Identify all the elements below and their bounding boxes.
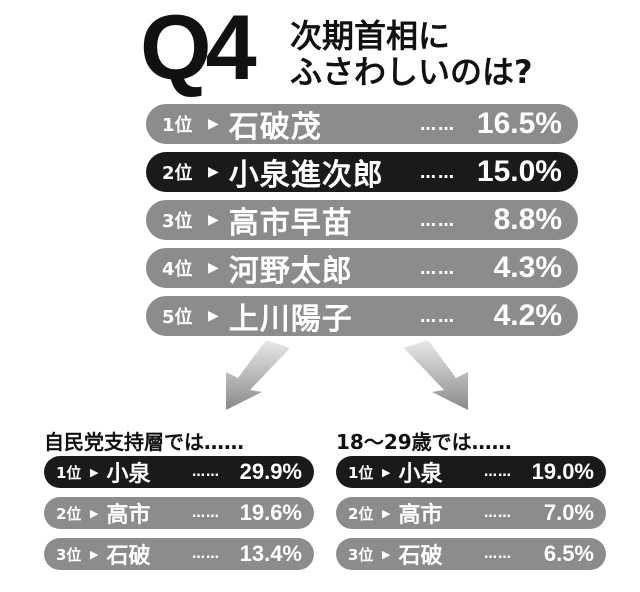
- leader-dots: ……: [484, 505, 512, 521]
- ldp-supporters-panel: 自民党支持層では…… 1位 ▶ 小泉 …… 29.9% 2位 ▶ 高市 …… 1…: [44, 428, 314, 579]
- percentage-value: 8.8%: [493, 203, 562, 236]
- percentage-value: 13.4%: [239, 541, 302, 566]
- ranking-row: 3位 ▶ 石破 …… 6.5%: [336, 538, 606, 570]
- rank-label: 4位: [162, 259, 193, 280]
- leader-dots: ……: [192, 464, 220, 480]
- candidate-name: 高市: [106, 503, 151, 528]
- ranking-row: 4位 ▶ 河野太郎 …… 4.3%: [146, 248, 578, 288]
- ranking-row: 5位 ▶ 上川陽子 …… 4.2%: [146, 296, 578, 336]
- candidate-name: 石破: [106, 544, 151, 569]
- percentage-value: 4.2%: [493, 299, 562, 332]
- play-arrow-icon: ▶: [208, 308, 219, 324]
- leader-dots: ……: [484, 546, 512, 562]
- leader-dots: ……: [192, 546, 220, 562]
- candidate-name: 小泉: [398, 462, 443, 487]
- ranking-row-highlight: 2位 ▶ 小泉進次郎 …… 15.0%: [146, 152, 578, 192]
- percentage-value: 4.3%: [493, 251, 562, 284]
- ranking-row: 2位 ▶ 高市 …… 7.0%: [336, 497, 606, 529]
- rank-label: 3位: [162, 211, 193, 232]
- arrow-down-left-icon: [226, 340, 290, 410]
- ranking-row: 2位 ▶ 高市 …… 19.6%: [44, 497, 314, 529]
- play-arrow-icon: ▶: [382, 547, 391, 561]
- percentage-value: 19.0%: [531, 459, 594, 484]
- play-arrow-icon: ▶: [90, 547, 99, 561]
- ranking-row: 3位 ▶ 高市早苗 …… 8.8%: [146, 200, 578, 240]
- play-arrow-icon: ▶: [90, 506, 99, 520]
- ranking-row-highlight: 1位 ▶ 小泉 …… 19.0%: [336, 456, 606, 488]
- age-18-29-title: 18〜29歳では……: [336, 430, 512, 454]
- candidate-name: 高市早苗: [228, 206, 353, 240]
- header: Q4 次期首相に ふさわしいのは?: [140, 2, 580, 96]
- percentage-value: 7.0%: [543, 500, 594, 525]
- overall-ranking: 1位 ▶ 石破茂 …… 16.5% 2位 ▶ 小泉進次郎 …… 15.0% 3位…: [146, 104, 578, 344]
- play-arrow-icon: ▶: [90, 465, 99, 479]
- percentage-value: 6.5%: [543, 541, 594, 566]
- play-arrow-icon: ▶: [208, 116, 219, 132]
- candidate-name: 石破: [398, 544, 443, 569]
- candidate-name: 河野太郎: [228, 254, 353, 288]
- rank-label: 2位: [56, 504, 82, 523]
- question-title: 次期首相に ふさわしいのは?: [290, 18, 533, 90]
- rank-label: 3位: [348, 545, 374, 564]
- play-arrow-icon: ▶: [382, 465, 391, 479]
- leader-dots: ……: [420, 210, 456, 230]
- play-arrow-icon: ▶: [208, 164, 219, 180]
- rank-label: 2位: [348, 504, 374, 523]
- leader-dots: ……: [192, 505, 220, 521]
- rank-label: 1位: [348, 463, 374, 482]
- question-line-2: ふさわしいのは?: [290, 53, 533, 91]
- percentage-value: 29.9%: [239, 459, 302, 484]
- ranking-row-highlight: 1位 ▶ 小泉 …… 29.9%: [44, 456, 314, 488]
- ranking-row: 1位 ▶ 石破茂 …… 16.5%: [146, 104, 578, 144]
- ranking-row: 3位 ▶ 石破 …… 13.4%: [44, 538, 314, 570]
- candidate-name: 高市: [398, 503, 443, 528]
- percentage-value: 16.5%: [476, 107, 562, 140]
- play-arrow-icon: ▶: [208, 260, 219, 276]
- leader-dots: ……: [420, 114, 456, 134]
- rank-label: 1位: [162, 115, 193, 136]
- question-badge: Q4: [140, 0, 257, 99]
- rank-label: 1位: [56, 463, 82, 482]
- leader-dots: ……: [420, 306, 456, 326]
- ldp-supporters-title: 自民党支持層では……: [44, 430, 244, 454]
- rank-label: 2位: [162, 163, 193, 184]
- arrow-down-right-icon: [404, 340, 468, 410]
- percentage-value: 15.0%: [476, 155, 562, 188]
- rank-label: 5位: [162, 307, 193, 328]
- play-arrow-icon: ▶: [208, 212, 219, 228]
- percentage-value: 19.6%: [239, 500, 302, 525]
- candidate-name: 石破茂: [228, 110, 322, 144]
- leader-dots: ……: [420, 258, 456, 278]
- leader-dots: ……: [420, 162, 456, 182]
- play-arrow-icon: ▶: [382, 506, 391, 520]
- candidate-name: 小泉: [106, 462, 151, 487]
- question-line-1: 次期首相に: [290, 17, 451, 55]
- candidate-name: 小泉進次郎: [228, 158, 384, 192]
- leader-dots: ……: [484, 464, 512, 480]
- rank-label: 3位: [56, 545, 82, 564]
- age-18-29-panel: 18〜29歳では…… 1位 ▶ 小泉 …… 19.0% 2位 ▶ 高市 …… 7…: [336, 428, 606, 579]
- candidate-name: 上川陽子: [228, 302, 353, 336]
